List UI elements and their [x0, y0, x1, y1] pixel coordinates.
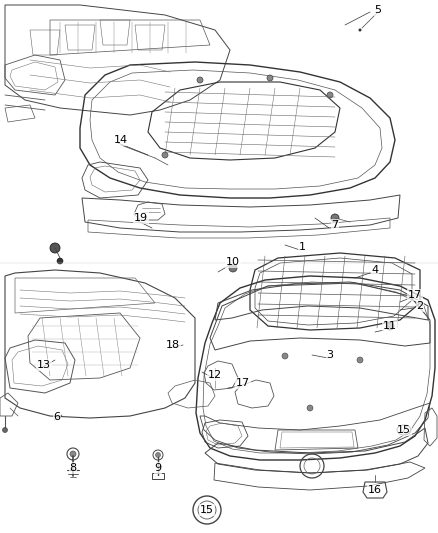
Text: 11: 11 [383, 321, 397, 331]
Text: 15: 15 [200, 505, 214, 515]
Circle shape [70, 451, 76, 457]
Text: 3: 3 [326, 350, 333, 360]
Text: 16: 16 [368, 485, 382, 495]
Circle shape [331, 214, 339, 222]
Circle shape [162, 152, 168, 158]
Bar [152, 473, 164, 479]
Circle shape [155, 453, 160, 457]
Circle shape [229, 264, 237, 272]
Text: 19: 19 [134, 213, 148, 223]
Circle shape [267, 75, 273, 81]
Text: 8: 8 [70, 463, 77, 473]
Text: 13: 13 [37, 360, 51, 370]
Circle shape [50, 243, 60, 253]
Text: 7: 7 [332, 220, 339, 230]
Text: 1: 1 [299, 242, 305, 252]
Circle shape [3, 427, 7, 432]
Circle shape [327, 92, 333, 98]
Circle shape [57, 258, 63, 264]
Text: 10: 10 [226, 257, 240, 267]
Circle shape [386, 322, 394, 330]
Text: 18: 18 [166, 340, 180, 350]
Text: 9: 9 [155, 463, 162, 473]
Circle shape [357, 357, 363, 363]
Text: 15: 15 [397, 425, 411, 435]
Text: 17: 17 [236, 378, 250, 388]
Text: 17: 17 [408, 290, 422, 300]
Circle shape [197, 77, 203, 83]
Circle shape [307, 405, 313, 411]
Text: 4: 4 [371, 265, 378, 275]
Circle shape [358, 28, 361, 31]
Text: 14: 14 [114, 135, 128, 145]
Text: 12: 12 [208, 370, 222, 380]
Text: 5: 5 [374, 5, 381, 15]
Text: 6: 6 [53, 412, 60, 422]
Circle shape [282, 353, 288, 359]
Text: 2: 2 [417, 301, 424, 311]
